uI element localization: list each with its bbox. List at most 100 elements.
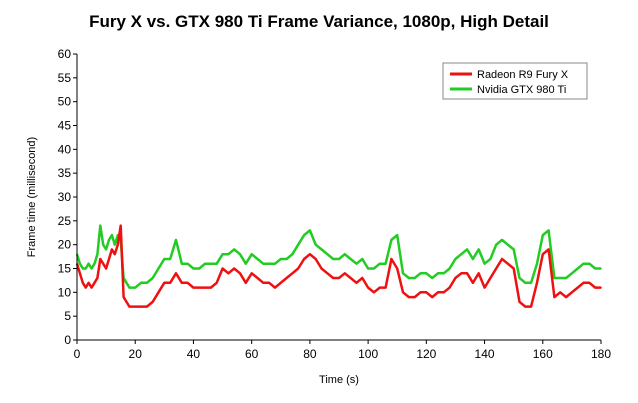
data-point [314,243,317,246]
data-point [437,291,439,294]
data-point [518,301,521,303]
data-point [108,239,110,241]
data-point [448,286,451,289]
x-tick-label: 180 [591,347,611,361]
data-point [431,296,434,298]
data-point [379,262,381,265]
data-point [274,262,276,265]
data-point [93,262,96,265]
data-point [262,262,265,265]
data-point [163,258,166,260]
data-point [425,291,428,294]
data-point [108,258,110,260]
data-point [291,272,294,275]
data-point [512,248,515,251]
data-point [542,253,544,255]
y-tick-label: 5 [64,309,71,323]
data-point [419,272,422,275]
data-point [87,262,90,265]
data-point [134,286,136,289]
data-point [571,291,573,294]
x-tick-label: 80 [303,347,317,361]
data-point [245,262,247,265]
x-tick-label: 100 [358,347,378,361]
y-tick-label: 45 [58,119,72,133]
data-point [111,248,113,251]
data-point [274,286,276,289]
data-point [402,291,404,294]
x-tick-label: 20 [129,347,143,361]
data-point [192,286,195,289]
series-layer [75,224,602,308]
y-tick-label: 55 [58,71,72,85]
y-tick-label: 40 [58,142,72,156]
data-point [181,282,183,284]
data-point [530,305,532,308]
data-point [332,277,335,279]
x-tick-label: 40 [187,347,201,361]
y-tick-label: 20 [58,238,72,252]
data-point [131,305,134,308]
data-point [84,267,87,270]
data-point [268,282,270,284]
data-point [227,272,230,275]
data-point [501,258,503,260]
x-tick-label: 160 [533,347,553,361]
data-point [146,282,148,284]
data-point [483,262,486,265]
y-tick-label: 15 [58,262,72,276]
data-point [125,301,128,303]
x-tick-label: 0 [74,347,81,361]
data-point [186,262,189,265]
data-point [326,272,329,275]
data-point [227,253,230,255]
y-axis-label: Frame time (millisecond) [26,137,38,257]
data-point [396,234,399,236]
data-point [175,239,177,241]
data-point [96,277,99,279]
data-point [408,277,410,279]
series-radeon-r9-fury-x [75,224,602,308]
data-point [250,272,253,275]
data-point [256,258,259,260]
data-point [102,262,104,265]
data-point [146,305,148,308]
data-point [553,277,556,279]
series-nvidia-gtx-980-ti [75,224,602,289]
data-point [215,282,218,284]
data-point [367,267,369,270]
data-point [87,282,90,284]
data-point [297,243,300,246]
data-point [495,243,498,246]
data-point [117,243,119,246]
data-point [233,267,235,270]
data-point [460,253,463,255]
legend: Radeon R9 Fury X Nvidia GTX 980 Ti [442,62,588,100]
data-point [175,272,177,275]
data-point [536,282,538,284]
data-point [472,258,474,260]
data-point [536,262,538,265]
data-point [483,286,486,289]
data-point [390,258,393,260]
data-point [547,229,550,232]
data-point [114,243,116,246]
y-tick-label: 0 [64,333,71,347]
data-point [518,277,521,279]
data-point [119,224,122,227]
x-tick-label: 140 [475,347,495,361]
legend-label-radeon: Radeon R9 Fury X [477,69,569,81]
data-point [163,282,166,284]
data-point [157,267,160,270]
plot-area [77,54,601,340]
data-point [379,286,381,289]
y-tick-label: 35 [58,166,72,180]
data-point [384,286,387,289]
data-point [198,286,201,289]
data-point [443,272,445,275]
data-point [477,248,480,251]
data-point [408,296,410,298]
data-point [559,277,561,279]
data-point [361,277,364,279]
